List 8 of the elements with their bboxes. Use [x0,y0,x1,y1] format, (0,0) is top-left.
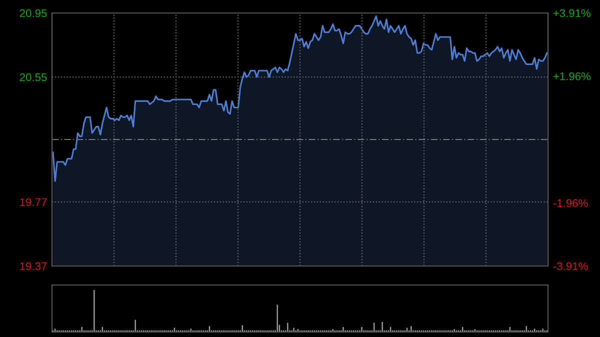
y2-tick-label: +1.96% [553,72,590,80]
y-tick-label: 20.95 [20,9,47,18]
y2-tick-label: -1.96% [553,199,588,208]
y2-tick-label: +3.91% [553,9,590,18]
y-tick-label: 19.37 [20,262,47,270]
y-tick-label: 19.77 [20,198,47,206]
y-tick-label: 20.55 [20,73,47,82]
y2-tick-label: -3.91% [553,262,588,270]
